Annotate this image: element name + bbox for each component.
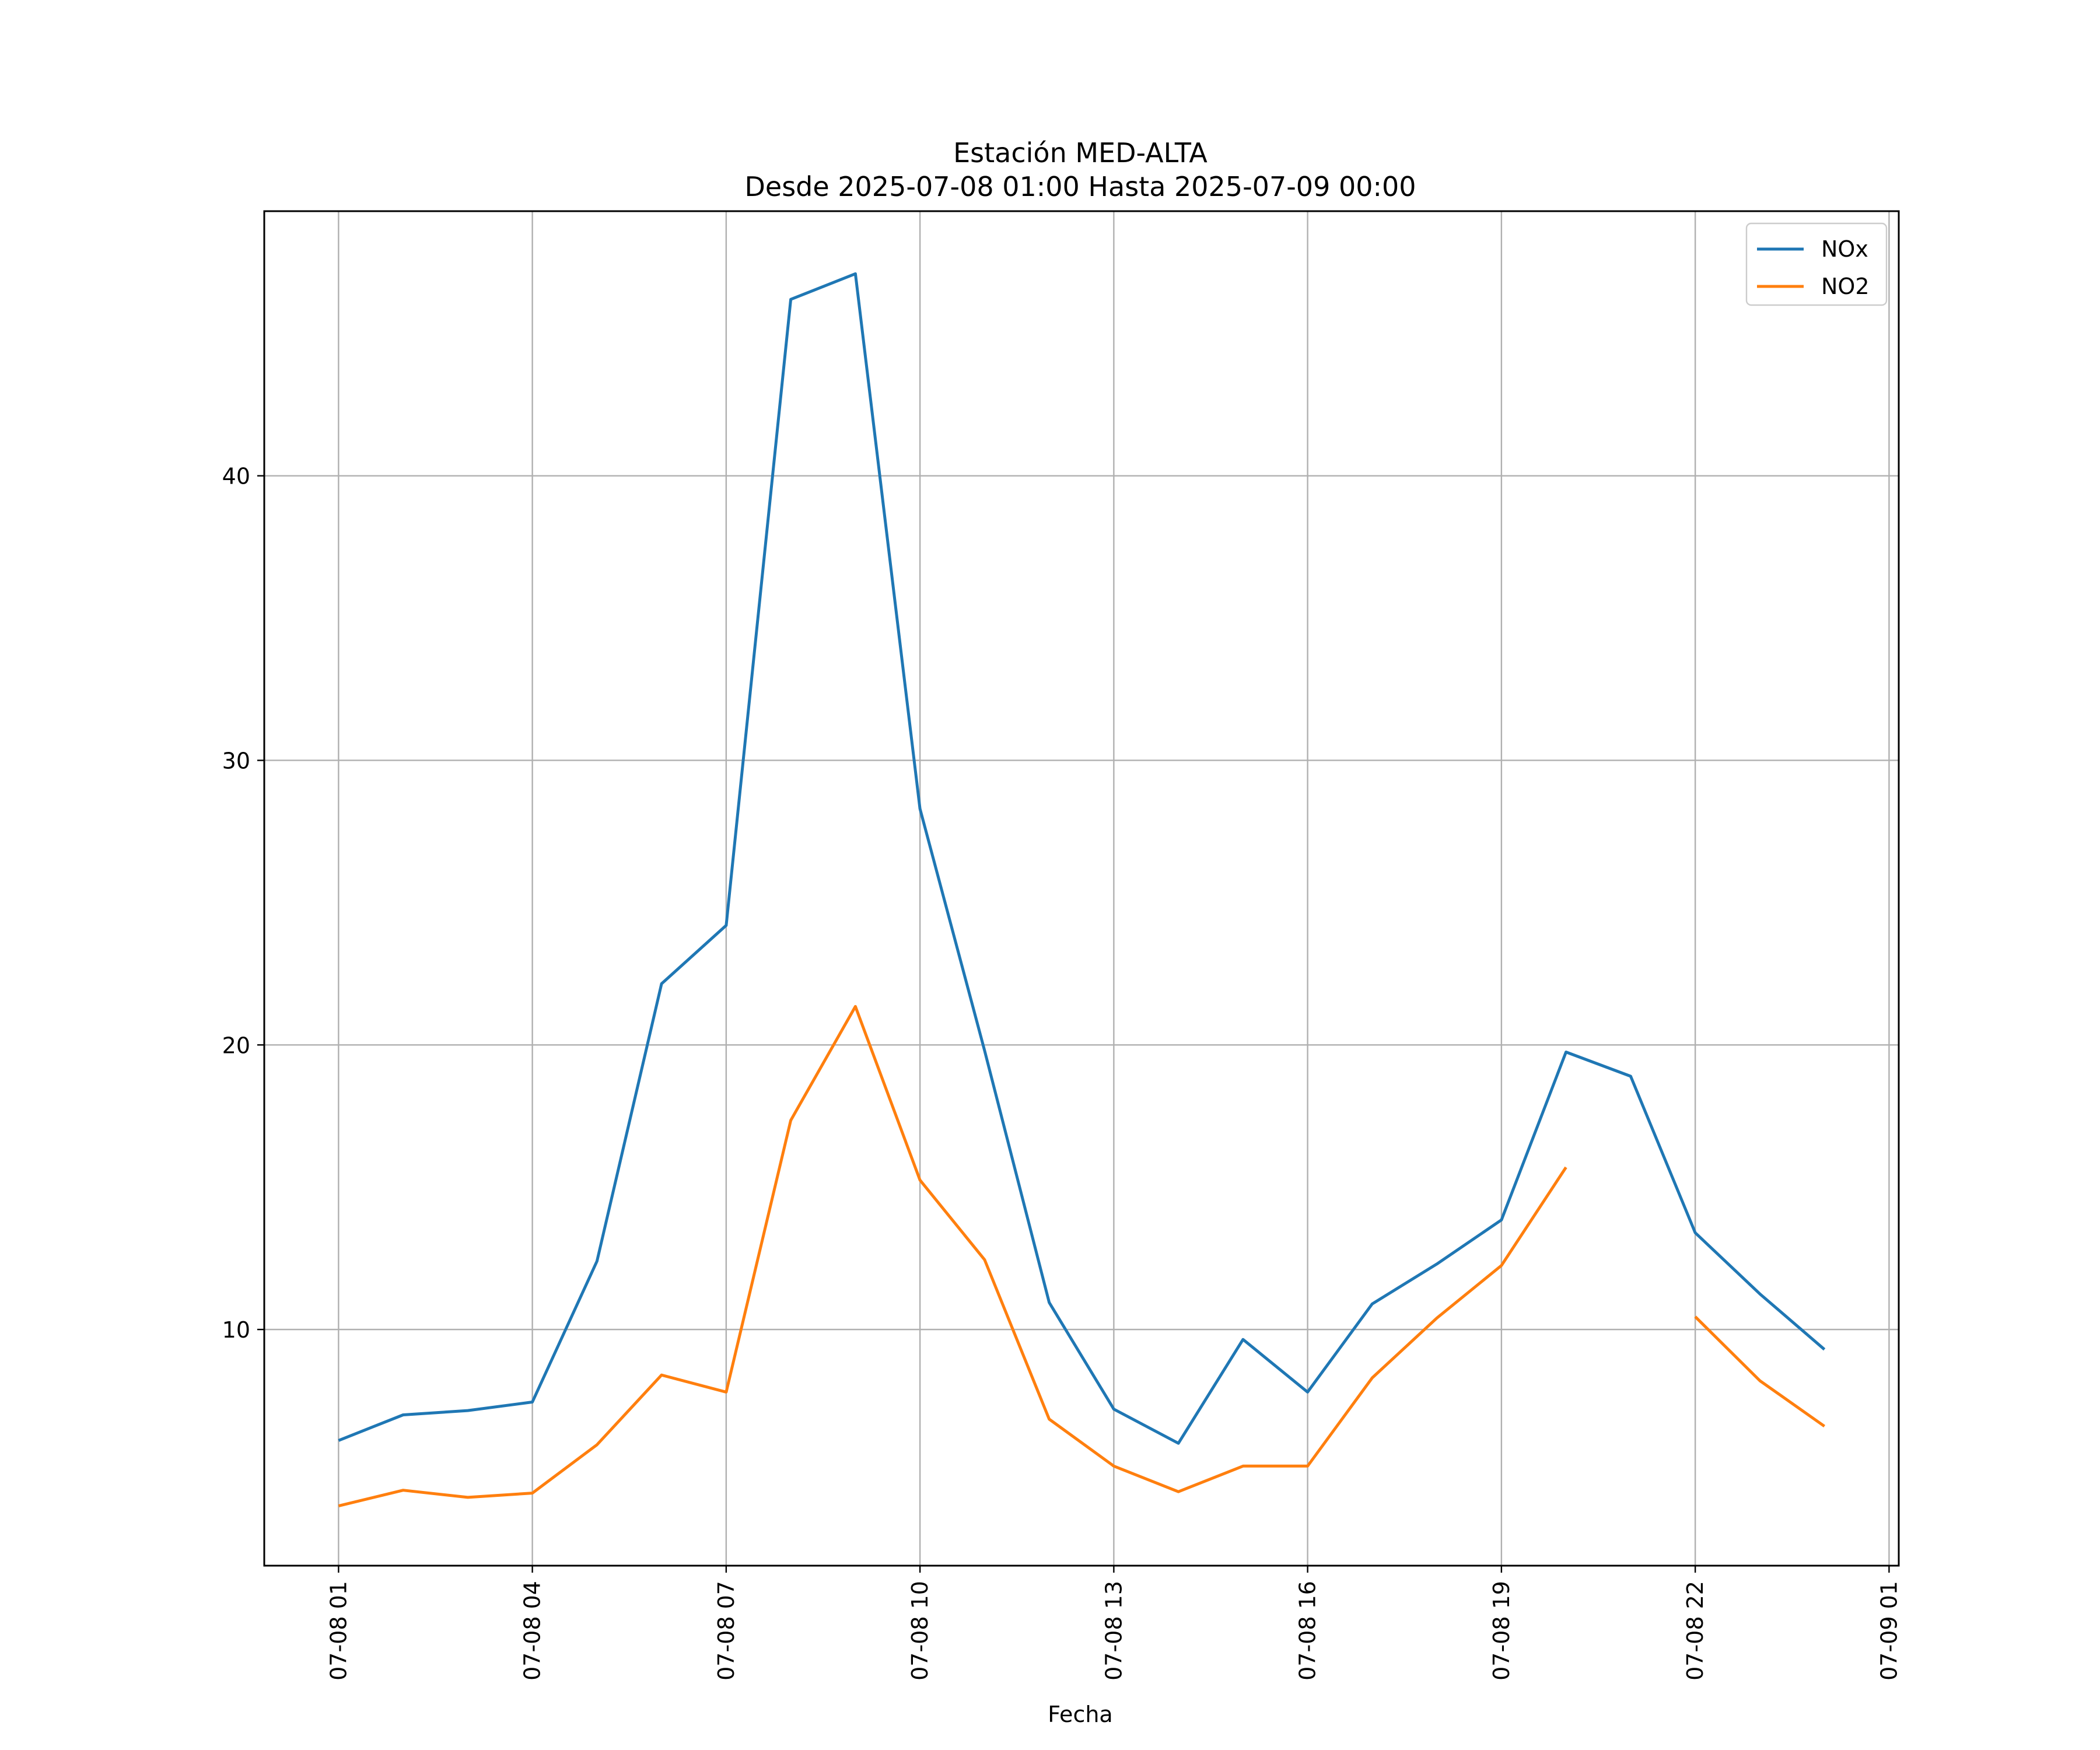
legend-box <box>1745 222 1888 306</box>
x-axis-label: Fecha <box>1048 1702 1112 1727</box>
x-tick-label: 07-09 01 <box>1876 1581 1902 1681</box>
series-lines <box>338 272 1826 1508</box>
x-tick-label: 07-08 07 <box>713 1581 739 1681</box>
y-tick-label: 30 <box>222 748 250 774</box>
series-line-nox <box>338 272 1826 1445</box>
x-tick-label: 07-08 16 <box>1295 1581 1321 1681</box>
legend: NOx NO2 <box>1745 222 1888 306</box>
chart-subtitle: Desde 2025-07-08 01:00 Hasta 2025-07-09 … <box>744 171 1416 202</box>
x-tick-label: 07-08 19 <box>1489 1581 1514 1681</box>
grid-lines <box>264 211 1899 1566</box>
y-tick-label: 10 <box>222 1317 250 1343</box>
x-tick-label: 07-08 01 <box>326 1581 351 1681</box>
y-tick-label: 20 <box>222 1032 250 1058</box>
series-line-no2 <box>338 1005 1826 1508</box>
legend-label: NO2 <box>1821 274 1870 299</box>
chart-title: Estación MED-ALTA <box>953 137 1208 169</box>
y-tick-label: 40 <box>222 464 250 489</box>
legend-label: NOx <box>1821 236 1868 262</box>
plot-frame <box>263 210 1900 1567</box>
x-axis-ticks: 07-08 01 07-08 04 07-08 07 07-08 10 07-08 13… <box>326 1566 1902 1681</box>
x-tick-label: 07-08 04 <box>520 1581 545 1681</box>
x-tick-label: 07-08 13 <box>1101 1581 1126 1681</box>
y-axis-ticks: 10 20 30 40 <box>222 464 264 1343</box>
x-tick-label: 07-08 22 <box>1682 1581 1708 1681</box>
x-tick-label: 07-08 10 <box>907 1581 933 1681</box>
